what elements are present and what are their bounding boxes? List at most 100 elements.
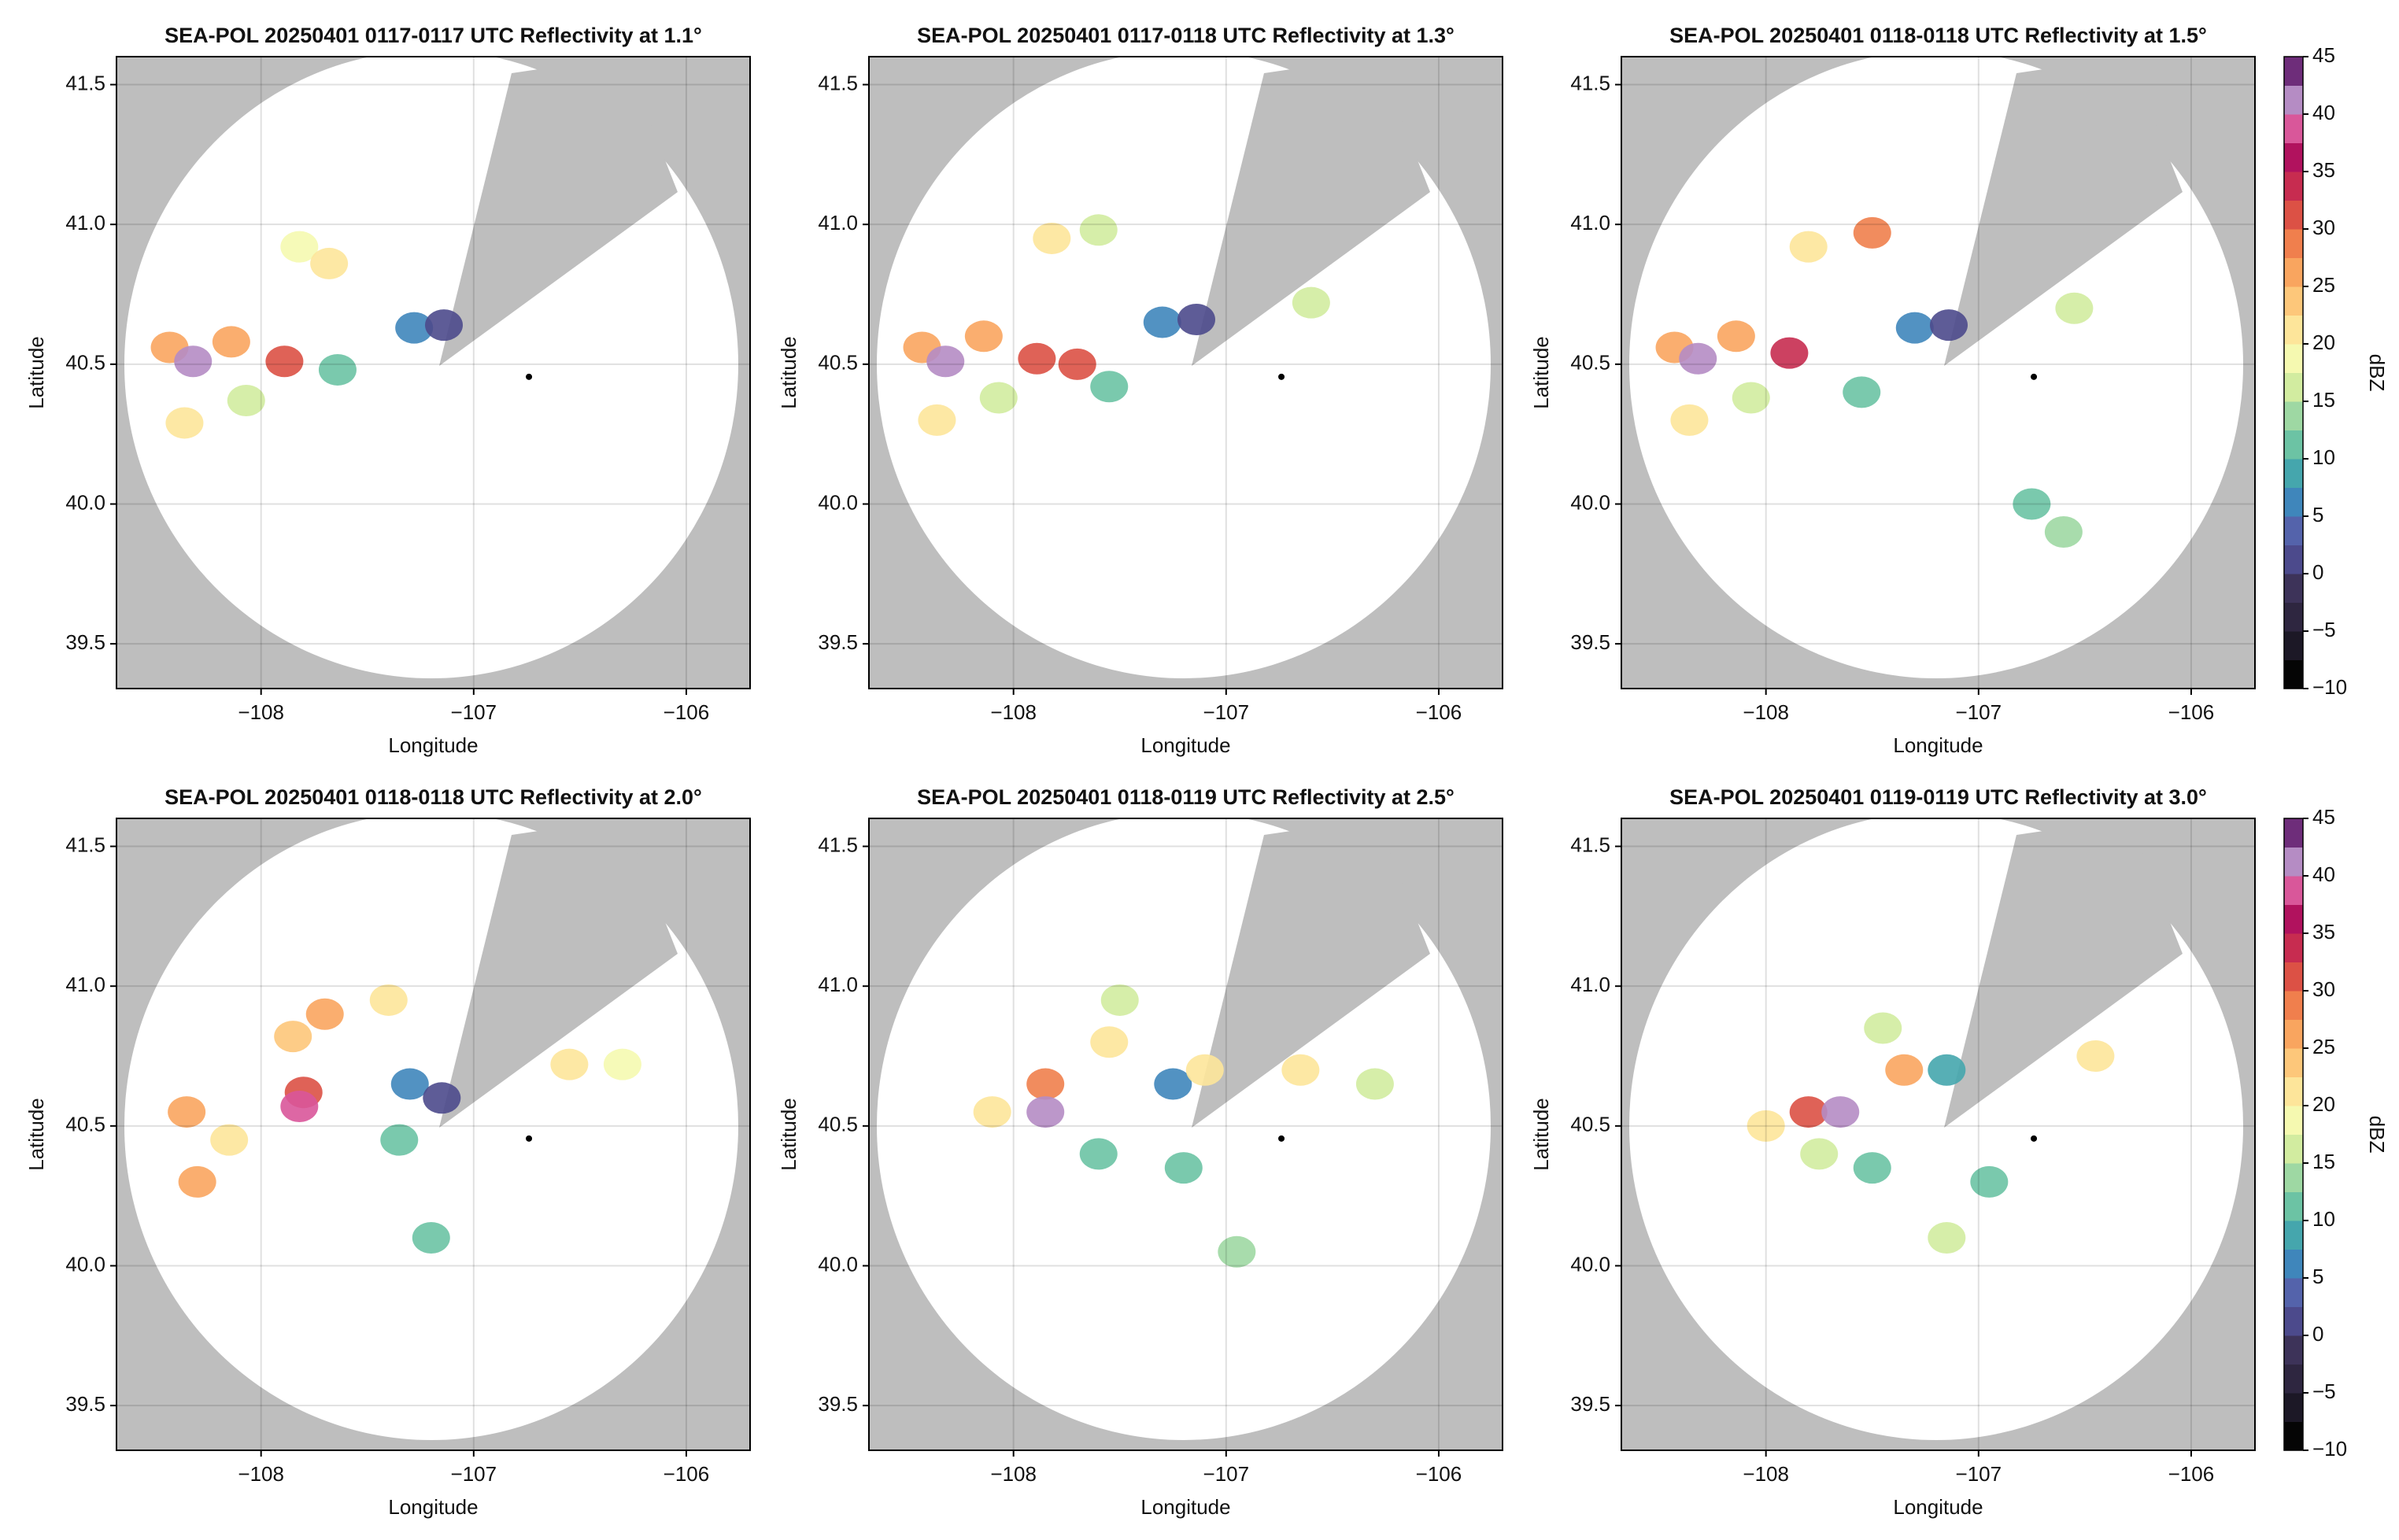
blocked-sector: [1192, 57, 1430, 366]
colorbar-band: [2284, 1019, 2303, 1049]
echo-cell: [1079, 214, 1118, 246]
colorbar-band: [2284, 991, 2303, 1020]
colorbar-band: [2284, 876, 2303, 905]
panel: SEA-POL 20250401 0118-0119 UTC Reflectiv…: [777, 785, 1503, 1519]
echo-cell: [1853, 1152, 1891, 1184]
echo-cell: [979, 382, 1018, 414]
x-axis-label: Longitude: [1893, 1495, 1983, 1519]
colorbar-tick-label: 0: [2312, 1322, 2323, 1346]
colorbar-band: [2284, 1191, 2303, 1221]
echo-cell: [1026, 1096, 1065, 1128]
y-tick-label: 40.0: [65, 1252, 105, 1276]
x-tick-label: −106: [2168, 700, 2215, 724]
echo-cell: [1164, 1152, 1203, 1184]
colorbar-tick-label: 15: [2312, 388, 2335, 412]
panel-title: SEA-POL 20250401 0118-0119 UTC Reflectiv…: [917, 785, 1455, 809]
colorbar-band: [2284, 1106, 2303, 1135]
axes-frame: [868, 818, 1503, 1451]
echo-cell: [1928, 1054, 1966, 1086]
y-tick-label: 40.0: [818, 1252, 858, 1276]
colorbar-band: [2284, 430, 2303, 460]
radar-marker: [2031, 1135, 2038, 1142]
echo-cell: [395, 312, 434, 344]
x-axis-label: Longitude: [388, 1495, 478, 1519]
plot-area: [1621, 818, 2255, 1450]
y-tick-label: 39.5: [818, 1392, 858, 1416]
colorbar-band: [2284, 57, 2303, 86]
echo-cell: [1679, 342, 1717, 375]
x-tick-label: −107: [1203, 700, 1250, 724]
echo-cell: [1090, 371, 1129, 403]
colorbar-tick-label: 5: [2312, 503, 2323, 526]
echo-cell: [1670, 404, 1709, 436]
echo-cell: [1843, 376, 1881, 408]
blocked-sector: [439, 57, 678, 366]
plot-area: [869, 818, 1503, 1450]
axes-frame: [1621, 56, 2256, 689]
y-axis-label: Latitude: [777, 1098, 800, 1171]
y-axis-label: Latitude: [24, 1098, 48, 1171]
colorbar-tick-label: 30: [2312, 216, 2335, 239]
y-tick-label: 40.5: [65, 351, 105, 375]
y-tick-label: 41.5: [818, 71, 858, 94]
colorbar-band: [2284, 904, 2303, 934]
y-tick-label: 41.0: [818, 973, 858, 996]
y-tick-label: 39.5: [65, 1392, 105, 1416]
colorbar-band: [2284, 315, 2303, 345]
echo-cell: [1789, 231, 1828, 263]
echo-cell: [1732, 382, 1770, 414]
colorbar-frame: [2283, 818, 2304, 1451]
echo-cell: [178, 1165, 216, 1198]
colorbar-band: [2284, 516, 2303, 545]
colorbar-band: [2284, 200, 2303, 230]
colorbar-band: [2284, 1134, 2303, 1164]
panel-title: SEA-POL 20250401 0117-0118 UTC Reflectiv…: [917, 24, 1455, 47]
echo-cell: [1079, 1138, 1118, 1170]
colorbar-band: [2284, 372, 2303, 402]
echo-cell: [1864, 1012, 1902, 1044]
colorbar-band: [2284, 602, 2303, 632]
y-tick-label: 41.0: [65, 211, 105, 235]
echo-cell: [1033, 222, 1071, 254]
y-axis-label: Latitude: [777, 336, 800, 409]
echo-cell: [550, 1048, 589, 1080]
echo-cell: [918, 404, 956, 436]
panel-title: SEA-POL 20250401 0119-0119 UTC Reflectiv…: [1669, 785, 2207, 809]
echo-cell: [973, 1096, 1011, 1128]
echo-cell: [603, 1048, 641, 1080]
echo-cell: [2076, 1040, 2115, 1073]
x-tick-label: −106: [664, 1462, 710, 1486]
x-axis-label: Longitude: [388, 733, 478, 757]
y-tick-label: 39.5: [818, 630, 858, 654]
x-tick-label: −107: [1956, 700, 2002, 724]
colorbar-band: [2284, 286, 2303, 316]
y-tick-label: 41.0: [1570, 211, 1610, 235]
echo-cell: [210, 1124, 249, 1156]
blocked-sector: [439, 818, 678, 1128]
echo-cell: [1821, 1096, 1860, 1128]
echo-cell: [280, 1090, 319, 1122]
radar-marker: [526, 1135, 533, 1142]
echo-cell: [1154, 1068, 1192, 1100]
y-tick-label: 41.5: [1570, 71, 1610, 94]
y-tick-label: 41.5: [65, 833, 105, 856]
x-tick-label: −106: [1416, 700, 1462, 724]
colorbar-tick-label: 40: [2312, 101, 2335, 124]
y-tick-label: 40.0: [818, 490, 858, 514]
colorbar-band: [2284, 933, 2303, 962]
echo-cell: [1185, 1054, 1224, 1086]
echo-cell: [964, 320, 1003, 353]
y-tick-label: 40.5: [818, 1113, 858, 1136]
colorbar-band: [2284, 847, 2303, 877]
blocked-sector: [1944, 57, 2183, 366]
x-axis-label: Longitude: [1893, 733, 1983, 757]
echo-cell: [2044, 516, 2083, 548]
echo-cell: [310, 247, 349, 279]
y-tick-label: 41.0: [818, 211, 858, 235]
echo-cell: [1218, 1235, 1256, 1268]
colorbar-band: [2284, 1335, 2303, 1365]
plot-area: [869, 57, 1503, 689]
panel: SEA-POL 20250401 0119-0119 UTC Reflectiv…: [1529, 785, 2256, 1519]
y-tick-label: 41.5: [65, 71, 105, 94]
